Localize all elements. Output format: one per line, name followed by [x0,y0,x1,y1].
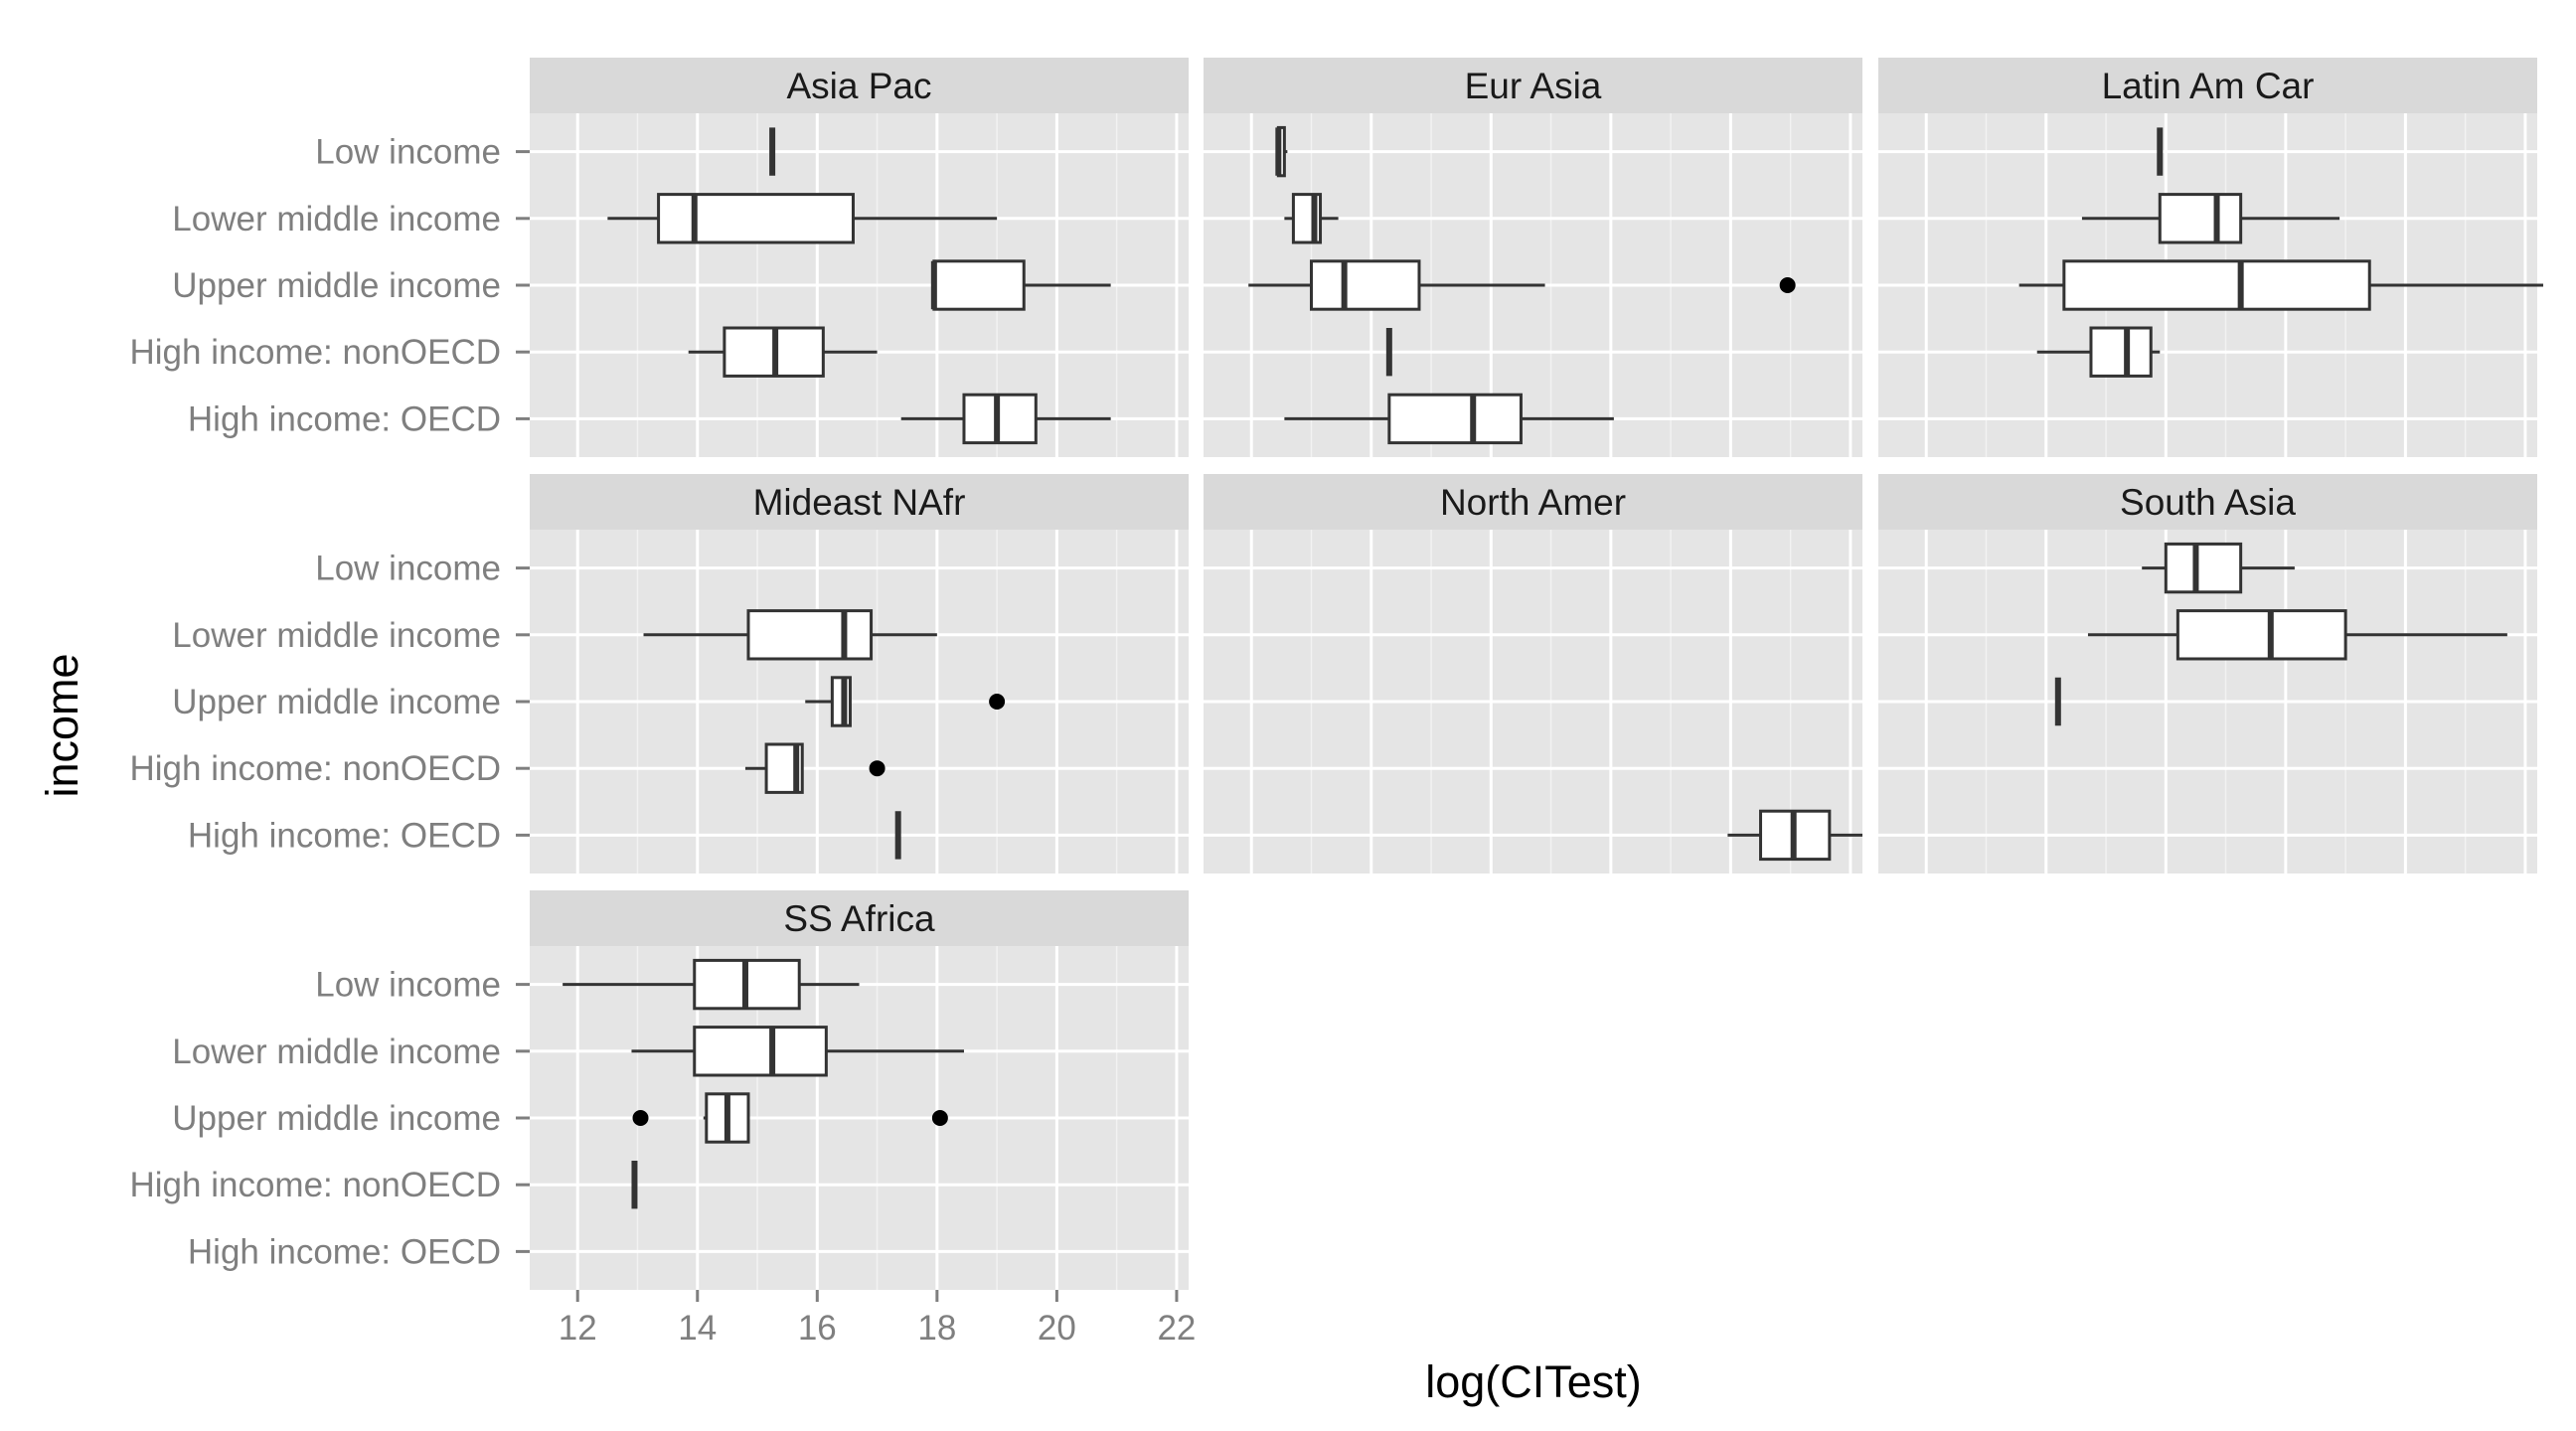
boxplot-lower-middle-income [607,193,998,244]
box-iqr [830,676,852,727]
y-tick-label: High income: OECD [188,399,501,438]
facet-strip [1878,58,2537,113]
x-tick-label: 22 [1157,1309,1196,1348]
box-iqr [1387,393,1523,445]
y-tick-label: Lower middle income [172,1033,501,1071]
box-iqr [746,609,874,661]
facet-strip-label: Latin Am Car [2102,66,2315,106]
y-tick-label: Upper middle income [172,266,501,305]
box-iqr [657,193,855,244]
facet-panel-ss-africa: SS Africa Low income Lower middle income Up… [130,890,1196,1348]
facet-panel-mideast-nafr: Mideast NAfr Low income Lower middle incom… [130,474,1189,874]
outlier-point [632,1110,649,1126]
facet-strip [530,890,1189,946]
y-tick-label: Low income [315,550,501,588]
outlier-point [1779,277,1796,293]
box-iqr [932,259,1026,311]
boxplot-high-income-oecd [1284,393,1614,445]
boxplot-lower-middle-income [2081,193,2340,244]
facet-strip [1204,58,1862,113]
y-tick-label: Lower middle income [172,616,501,655]
boxplot-upper-middle-income [1248,259,1796,311]
box-iqr [2164,542,2243,594]
facet-strip-label: Asia Pac [786,66,931,106]
boxplot-high-income-nonoecd [688,326,878,378]
boxplot-low-income [2142,542,2295,594]
facet-strip-label: North Amer [1440,482,1626,523]
boxplot-lower-middle-income [643,609,937,661]
facet-strip [530,58,1189,113]
boxplot-upper-middle-income [632,1092,948,1144]
box-iqr [2062,259,2371,311]
facet-panel-north-amer: North Amer [1204,474,1862,874]
boxplot-upper-middle-income [805,676,1006,727]
boxplot-lower-middle-income [2087,609,2507,661]
box-iqr [693,1026,828,1077]
x-tick-label: 18 [917,1309,956,1348]
outlier-point [989,694,1006,710]
boxplot-lower-middle-income [1284,193,1339,244]
boxplot-upper-middle-income [2018,259,2544,311]
x-tick-label: 16 [798,1309,837,1348]
x-tick-label: 14 [678,1309,717,1348]
y-tick-label: High income: OECD [188,1232,501,1271]
box-iqr [962,393,1038,445]
facet-strip-label: SS Africa [783,898,935,939]
facet-panel-latin-am-car: Latin Am Car [1878,58,2544,457]
boxplot-upper-middle-income [930,259,1111,311]
facet-strip-label: South Asia [2120,482,2296,523]
facet-strip-label: Mideast NAfr [753,482,966,523]
box-iqr [2158,193,2243,244]
y-tick-label: Low income [315,966,501,1005]
outlier-point [869,760,886,777]
boxplot-high-income-nonoecd [744,742,886,794]
facet-strip [530,474,1189,530]
y-tick-label: High income: nonOECD [130,1166,502,1204]
boxplot-low-income [1275,125,1288,178]
boxplot-high-income-oecd [900,393,1111,445]
facet-strip [1878,474,2537,530]
facet-strip [1204,474,1862,530]
x-tick-label: 12 [559,1309,597,1348]
boxplot-lower-middle-income [631,1026,964,1077]
facet-panel-eur-asia: Eur Asia [1204,58,1862,457]
y-tick-label: Low income [315,133,501,172]
y-tick-label: Upper middle income [172,683,501,721]
box-iqr [2089,326,2153,378]
x-tick-label: 20 [1038,1309,1076,1348]
x-axis-title: log(CITest) [1425,1356,1642,1407]
y-axis-title: income [37,653,87,797]
facet-panels: Asia Pac Low income Lower middle income Upp… [130,58,2544,1348]
boxplot-low-income [563,958,860,1011]
boxplot-high-income-oecd [1727,809,1862,862]
facet-strip-label: Eur Asia [1465,66,1602,106]
box-iqr [1309,259,1421,311]
boxplot-high-income-nonoecd [2036,326,2161,378]
outlier-point [931,1110,948,1126]
y-tick-label: Upper middle income [172,1099,501,1138]
y-tick-label: High income: OECD [188,816,501,855]
y-tick-label: High income: nonOECD [130,749,502,788]
facet-panel-south-asia: South Asia [1878,474,2537,874]
facet-panel-asia-pac: Asia Pac Low income Lower middle income Upp… [130,58,1189,457]
box-iqr [2175,609,2347,661]
y-tick-label: Lower middle income [172,200,501,238]
y-tick-label: High income: nonOECD [130,333,502,372]
